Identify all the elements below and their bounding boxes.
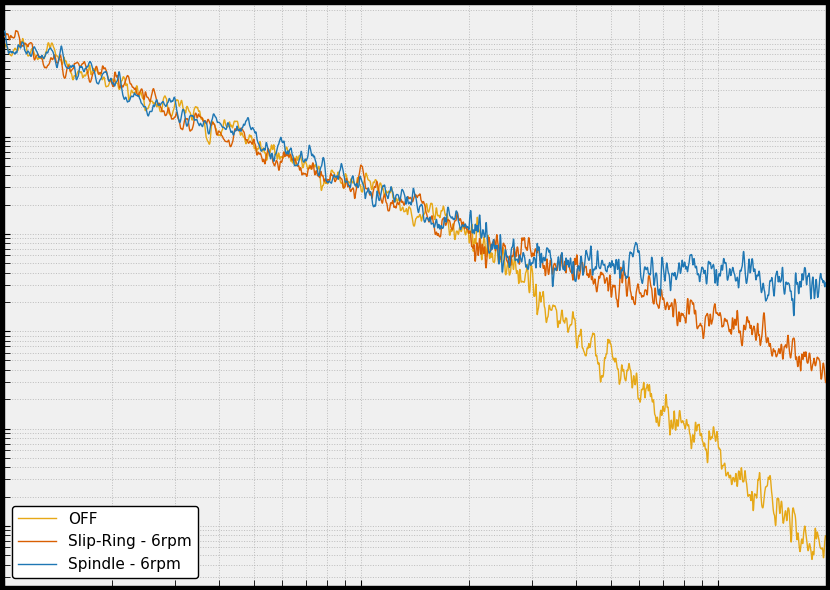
Spindle - 6rpm: [716, 262, 726, 269]
Spindle - 6rpm: [788, 312, 798, 319]
Spindle - 6rpm: [315, 171, 325, 178]
Spindle - 6rpm: [805, 287, 815, 294]
Slip-Ring - 6rpm: [805, 351, 815, 358]
Spindle - 6rpm: [142, 109, 152, 116]
Slip-Ring - 6rpm: [93, 69, 103, 76]
Spindle - 6rpm: [0, 28, 9, 35]
OFF: [315, 166, 325, 173]
Spindle - 6rpm: [93, 80, 103, 87]
OFF: [350, 181, 360, 188]
Slip-Ring - 6rpm: [0, 33, 9, 40]
Legend: OFF, Slip-Ring - 6rpm, Spindle - 6rpm: OFF, Slip-Ring - 6rpm, Spindle - 6rpm: [12, 506, 198, 578]
OFF: [821, 532, 830, 539]
Spindle - 6rpm: [350, 182, 360, 189]
Slip-Ring - 6rpm: [821, 379, 830, 386]
Slip-Ring - 6rpm: [315, 174, 325, 181]
Slip-Ring - 6rpm: [142, 93, 152, 100]
OFF: [17, 35, 27, 42]
Line: Slip-Ring - 6rpm: Slip-Ring - 6rpm: [4, 31, 826, 382]
OFF: [805, 542, 815, 549]
Slip-Ring - 6rpm: [350, 194, 360, 201]
Slip-Ring - 6rpm: [716, 318, 726, 325]
OFF: [807, 556, 817, 563]
OFF: [0, 44, 9, 51]
OFF: [93, 70, 103, 77]
Line: OFF: OFF: [4, 38, 826, 559]
Spindle - 6rpm: [0, 28, 9, 35]
Spindle - 6rpm: [821, 279, 830, 286]
OFF: [142, 105, 152, 112]
OFF: [716, 465, 726, 472]
Slip-Ring - 6rpm: [11, 27, 21, 34]
Line: Spindle - 6rpm: Spindle - 6rpm: [4, 31, 826, 316]
